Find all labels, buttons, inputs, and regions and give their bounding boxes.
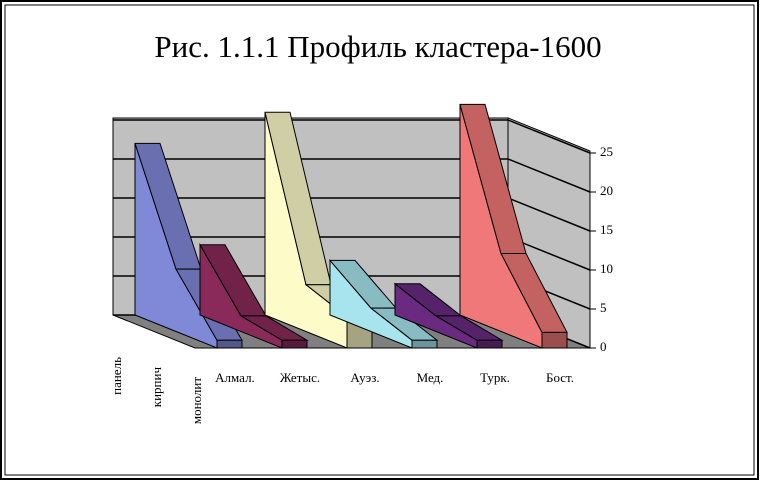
area-front [541, 331, 568, 349]
area-top-shade [436, 315, 502, 341]
y-tick-label: 10 [600, 261, 613, 276]
y-tick-label: 25 [600, 144, 613, 159]
area-front [411, 339, 438, 349]
area-front-shade [282, 340, 307, 348]
area-top-shade [395, 283, 461, 316]
x-tick-label: Турк. [480, 370, 510, 385]
area-top-shade [241, 315, 307, 341]
x-tick-label: Ауэз. [350, 370, 379, 385]
frame-inner [4, 4, 755, 476]
area-front [476, 339, 503, 349]
y-tick-label: 15 [600, 222, 613, 237]
area-top-shade [460, 104, 526, 254]
area-top-shade [200, 244, 266, 316]
depth-label: монолит [189, 377, 204, 424]
area-top-shade [330, 260, 396, 309]
area-front-shade [477, 340, 502, 348]
area-top-shade [501, 253, 567, 333]
area-top-shade [371, 308, 437, 341]
area-front-shade [217, 340, 242, 348]
area-front-shade [412, 340, 437, 348]
depth-label: кирпич [149, 367, 164, 408]
area-front-shade [542, 332, 567, 348]
area-front [281, 339, 308, 349]
y-tick-label: 20 [600, 183, 613, 198]
x-tick-label: Бост. [546, 370, 574, 385]
depth-label: панель [109, 357, 124, 395]
area-front [216, 339, 243, 349]
chart-title: Рис. 1.1.1 Профиль кластера-1600 [154, 29, 601, 64]
x-tick-label: Мед. [417, 370, 444, 385]
y-tick-label: 5 [600, 300, 607, 315]
y-tick-label: 0 [600, 339, 607, 354]
area-top-shade [265, 112, 331, 285]
x-tick-label: Жетыс. [280, 370, 320, 385]
grid-line [113, 119, 591, 154]
area-top-shade [135, 143, 201, 270]
x-tick-label: Алмал. [215, 370, 255, 385]
grid-line [113, 158, 591, 193]
